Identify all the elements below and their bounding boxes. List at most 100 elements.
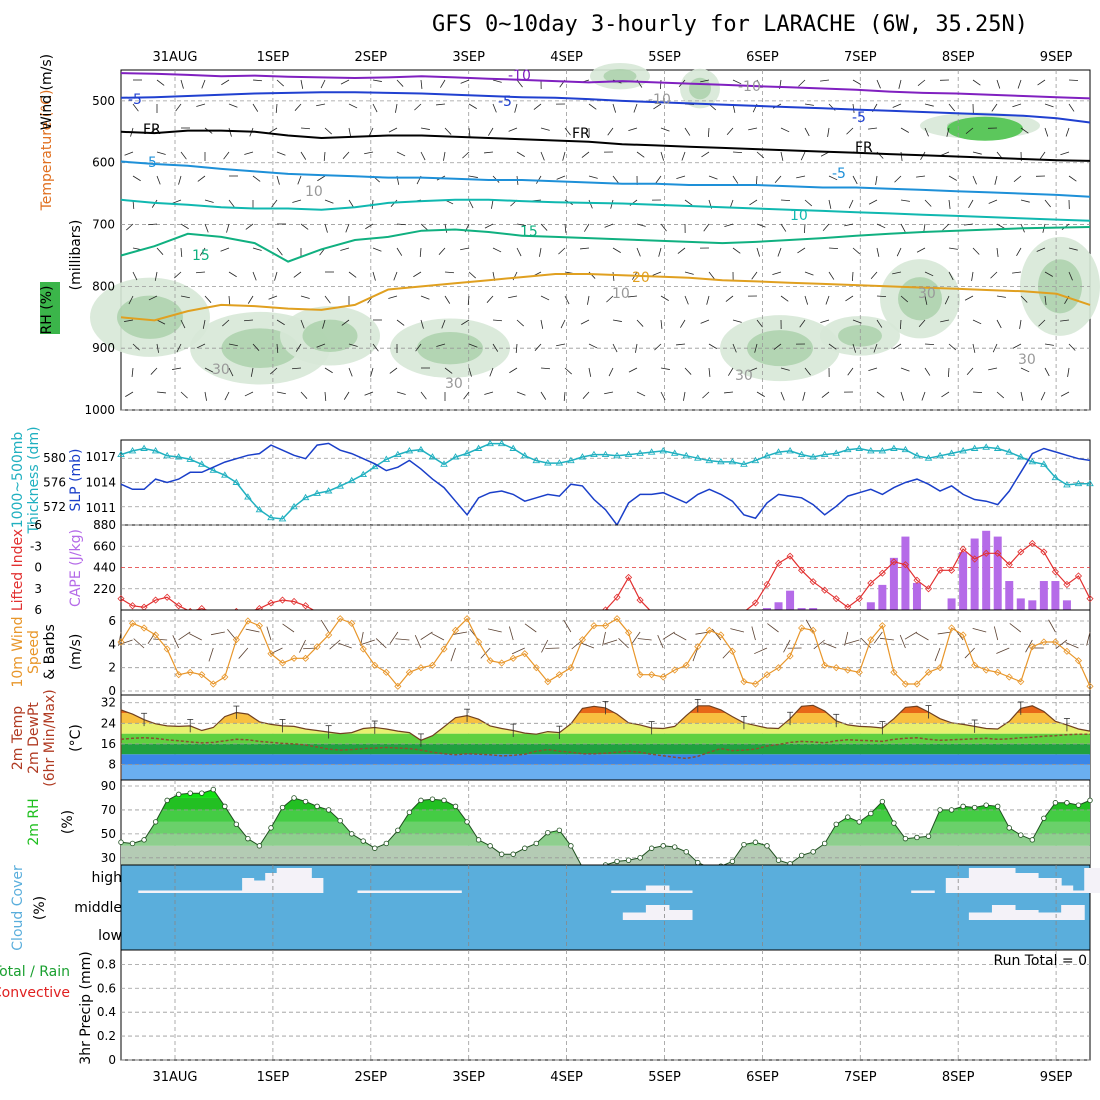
wind-barb [606,295,614,303]
minmax-axis-label: (6hr Min/Max) [42,689,58,786]
li-marker [1063,580,1071,589]
rh2m-marker [695,859,701,866]
li-marker [625,573,633,581]
wind10-barb [420,631,433,640]
wind-barb [221,79,230,86]
wind10-marker [417,664,425,672]
date-label-top: 4SEP [550,50,583,65]
wind-barb [414,103,422,111]
wind-barb [516,223,526,226]
wind10-barb [541,639,549,653]
wind10-marker [509,654,517,662]
thickness-line-marker [544,459,552,466]
wind-barb [180,151,187,160]
wind10-barb [711,628,722,641]
wind-barb [1019,319,1022,329]
cloud-cell [645,905,658,920]
wind10-marker [855,668,863,676]
temp-band [121,723,1090,734]
wind-barb [395,103,398,113]
thickness-line-marker [1086,479,1094,487]
cloud-cell [945,878,958,893]
li-marker [948,566,956,574]
rh-shade-inner [603,68,637,84]
wind-barb [1013,175,1022,182]
wind-barb [558,247,566,255]
rh2m-marker [1006,825,1012,831]
wind-barb [876,79,881,89]
cloud-cell [1003,905,1016,920]
date-label-bottom: 8SEP [942,1070,975,1085]
wind-barb [900,367,910,372]
wind-barb [1012,271,1022,274]
thickness-tick: 580 [43,451,66,465]
wind-barb [441,319,446,329]
rh2m-marker [487,843,493,849]
wind-barb [612,175,619,184]
rh2m-marker [764,843,770,849]
wind-barb [125,391,134,397]
rh2m-marker [672,844,678,850]
cape-bar [774,602,783,610]
wind10-barb [1009,623,1022,633]
wind10-barb [662,631,675,640]
cloud-cell [438,890,451,893]
wind-barb [828,199,832,209]
wind-barb [324,367,333,374]
wind-barb [894,175,902,183]
wind-barb [340,247,350,251]
rh2m-marker [775,857,782,863]
wind10-barb [873,631,883,644]
wind-barb [612,247,621,253]
li-marker [994,549,1002,557]
wind-barb [660,223,667,232]
wind-barb [852,79,861,85]
wind10-marker [728,647,736,655]
wind-barb [196,343,206,349]
wind-barb [916,247,926,253]
wind-barb [852,175,858,185]
rh2m-marker [475,837,482,843]
wind-barb [780,391,785,401]
wind-barb [924,271,934,277]
cloud-cell [403,890,416,893]
wind-barb [972,175,977,185]
thickness-line-marker [993,444,1002,451]
isotherm-label: 30 [445,376,463,392]
rh2m-marker [349,831,355,837]
wind-barb [388,127,398,133]
wind10-marker [971,661,979,669]
wind10-barb [813,639,825,650]
thickness-line-marker [382,455,391,462]
wind-barb [844,223,854,227]
wind-barb [588,175,598,179]
wind-barb [1068,247,1078,251]
wind-barb [588,103,597,110]
wind10-marker [682,661,690,669]
cape-axis-label: CAPE (J/kg) [68,529,84,607]
wind-barb [1067,367,1070,377]
wind-barb [243,319,254,322]
wind10-marker [555,671,563,679]
thickness-line-marker [347,476,356,484]
wind-barb [1038,319,1046,327]
wind-barb [324,223,328,233]
isotherm-label: -5 [498,94,512,110]
wind10-barb [783,639,791,653]
wind10-barb [1065,642,1079,649]
wind10-barb [657,634,664,649]
wind-barb [348,127,352,137]
cape-bar [959,552,968,610]
wind10-barb [637,638,652,641]
cloud-cell [149,890,162,893]
wind-barb [773,343,782,350]
wind10-barb [673,632,687,641]
wind-barb [300,319,305,329]
wind10-barb [767,623,779,633]
wind-barb [295,343,302,352]
wind-barb [1044,343,1054,346]
isotherm-line [120,91,1091,124]
wind10-marker [209,680,217,688]
thickness-line-marker [636,449,644,456]
wind-barb [515,343,518,354]
